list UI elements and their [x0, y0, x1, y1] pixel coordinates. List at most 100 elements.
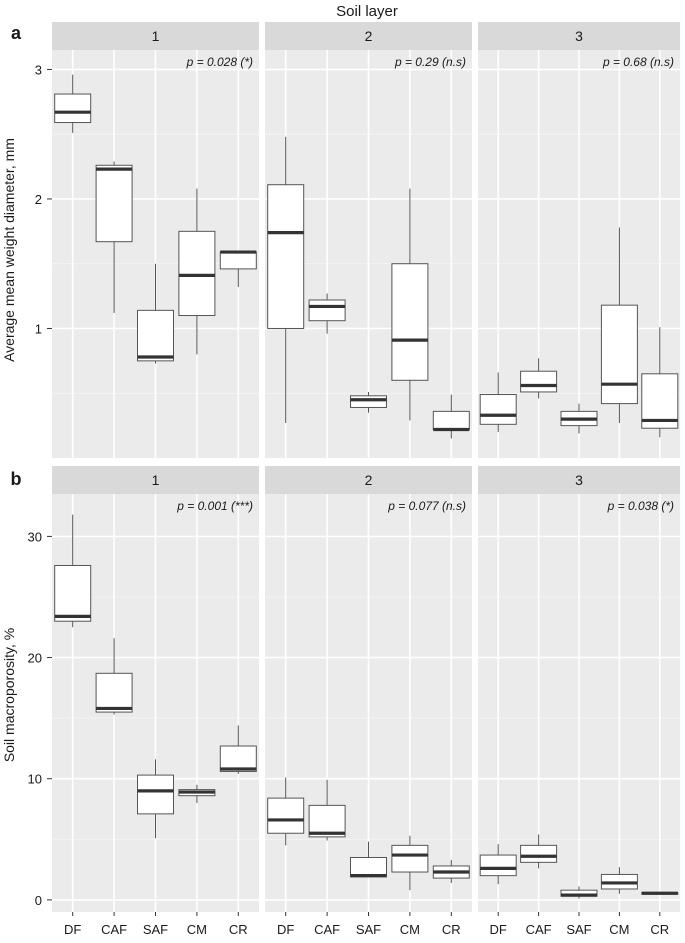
box-caf	[308, 293, 346, 334]
box-df	[479, 844, 517, 885]
box-saf	[560, 886, 598, 899]
p-value-annotation: p = 0.038 (*)	[607, 499, 674, 513]
facet-strip	[52, 466, 259, 494]
box-iqr	[308, 804, 346, 838]
x-tick-label: CAF	[526, 922, 552, 937]
facet-strip-label: 2	[365, 472, 373, 488]
box-saf	[560, 403, 598, 434]
box-cm	[391, 835, 429, 891]
x-tick-label: DF	[64, 922, 81, 937]
box-iqr	[350, 395, 387, 408]
box-df	[54, 514, 92, 628]
box-iqr	[391, 263, 429, 381]
x-tick-label: CAF	[314, 922, 340, 937]
x-tick-label: CM	[609, 922, 629, 937]
box-iqr	[219, 745, 257, 772]
y-tick-label: 20	[28, 651, 42, 666]
facet-strip	[478, 466, 680, 494]
box-cr	[432, 859, 470, 883]
box-iqr	[137, 309, 174, 362]
panel-label: a	[11, 23, 22, 43]
y-axis-label: Average mean weight diameter, mm	[1, 138, 17, 362]
box-iqr	[391, 844, 429, 873]
y-tick-label: 0	[35, 893, 42, 908]
p-value-annotation: p = 0.077 (n.s)	[387, 499, 466, 513]
box-cr	[219, 725, 257, 774]
box-cm	[178, 188, 216, 355]
y-tick-label: 2	[35, 192, 42, 207]
box-caf	[95, 638, 133, 715]
x-tick-label: SAF	[356, 922, 381, 937]
x-tick-label: CR	[229, 922, 248, 937]
p-value-annotation: p = 0.68 (n.s)	[602, 55, 674, 69]
panel-label: b	[11, 469, 22, 489]
box-iqr	[350, 856, 387, 878]
y-tick-label: 10	[28, 772, 42, 787]
box-iqr	[219, 251, 257, 270]
x-tick-label: CAF	[101, 922, 127, 937]
y-tick-label: 3	[35, 62, 42, 77]
box-iqr	[432, 410, 470, 431]
x-tick-label: DF	[277, 922, 294, 937]
box-saf	[350, 391, 387, 413]
box-caf	[520, 358, 558, 399]
x-tick-label: SAF	[566, 922, 591, 937]
box-saf	[137, 263, 174, 364]
box-caf	[95, 161, 133, 313]
facet-strip-label: 1	[152, 28, 160, 44]
p-value-annotation: p = 0.29 (n.s)	[394, 55, 466, 69]
facet-strip-label: 3	[575, 28, 583, 44]
figure-title: Soil layer	[336, 3, 398, 20]
box-df	[267, 136, 305, 424]
box-iqr	[600, 304, 638, 405]
box-cr	[432, 394, 470, 439]
box-iqr	[520, 370, 558, 393]
x-tick-label: CR	[442, 922, 461, 937]
box-saf	[350, 841, 387, 878]
box-iqr	[479, 394, 517, 425]
facet-strip	[52, 22, 259, 50]
box-cr	[641, 327, 679, 438]
facet-strip	[265, 22, 472, 50]
x-tick-label: CM	[187, 922, 207, 937]
box-iqr	[137, 774, 174, 815]
x-tick-label: DF	[490, 922, 507, 937]
box-df	[54, 74, 92, 133]
box-iqr	[95, 672, 133, 713]
box-caf	[308, 779, 346, 841]
box-cm	[178, 784, 216, 803]
box-iqr	[54, 564, 92, 622]
box-cr	[219, 250, 257, 288]
facet-strip-label: 3	[575, 472, 583, 488]
box-cm	[600, 867, 638, 894]
box-iqr	[308, 299, 346, 322]
x-tick-label: SAF	[143, 922, 168, 937]
box-iqr	[178, 230, 216, 317]
p-value-annotation: p = 0.001 (***)	[176, 499, 253, 513]
box-iqr	[267, 797, 305, 834]
box-iqr	[520, 844, 558, 863]
y-axis-label: Soil macroporosity, %	[1, 628, 17, 762]
x-tick-label: CR	[650, 922, 669, 937]
facet-strip-label: 2	[365, 28, 373, 44]
box-iqr	[479, 854, 517, 877]
x-tick-label: CM	[400, 922, 420, 937]
y-tick-label: 1	[35, 321, 42, 336]
box-saf	[137, 759, 174, 839]
box-cm	[391, 188, 429, 421]
box-caf	[520, 834, 558, 869]
box-df	[479, 372, 517, 433]
box-df	[267, 777, 305, 846]
box-cm	[600, 227, 638, 424]
box-cr	[641, 891, 679, 895]
box-iqr	[95, 164, 133, 243]
plot-area: a Average mean weight diameter, mm 1 2 3 1 p =…	[1, 22, 680, 937]
box-iqr	[54, 93, 92, 124]
p-value-annotation: p = 0.028 (*)	[186, 55, 253, 69]
facet-strip	[265, 466, 472, 494]
facet-strip-label: 1	[152, 472, 160, 488]
facet-strip	[478, 22, 680, 50]
y-tick-label: 30	[28, 529, 42, 544]
box-iqr	[267, 184, 305, 329]
